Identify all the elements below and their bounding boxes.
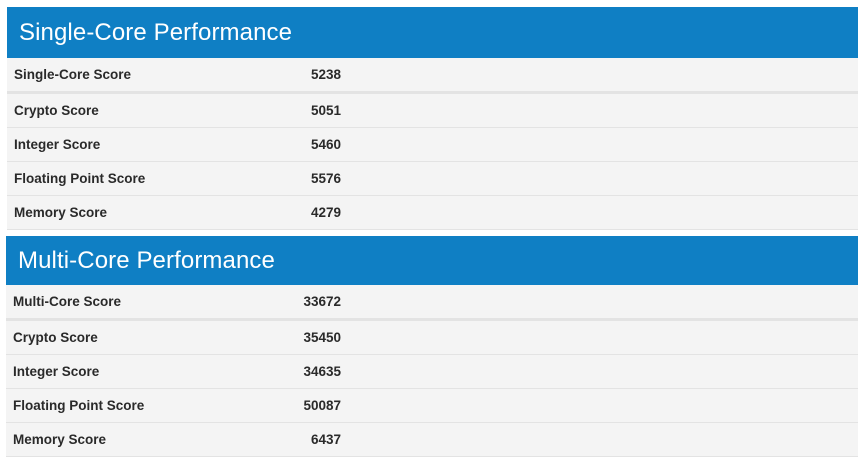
multi-core-header: Multi-Core Performance <box>6 236 858 285</box>
single-core-section: Single-Core Performance Single-Core Scor… <box>7 7 858 230</box>
multi-core-table: Multi-Core Score 33672 Crypto Score 3545… <box>6 285 858 457</box>
row-label: Integer Score <box>13 364 100 379</box>
row-label: Multi-Core Score <box>13 294 122 309</box>
table-row: Crypto Score 35450 <box>6 321 858 355</box>
multi-core-section: Multi-Core Performance Multi-Core Score … <box>6 236 858 457</box>
row-value: 6437 <box>310 432 341 447</box>
row-label: Floating Point Score <box>14 171 146 186</box>
row-label: Crypto Score <box>14 103 99 118</box>
table-row: Integer Score 34635 <box>6 355 858 389</box>
row-value: 5051 <box>310 103 341 118</box>
row-label: Crypto Score <box>13 330 98 345</box>
row-value: 33672 <box>303 294 341 309</box>
row-value: 4279 <box>310 205 341 220</box>
single-core-table: Single-Core Score 5238 Crypto Score 5051… <box>7 58 858 230</box>
table-row: Single-Core Score 5238 <box>7 58 858 94</box>
row-value: 5576 <box>310 171 341 186</box>
row-value: 5460 <box>310 137 341 152</box>
row-value: 50087 <box>303 398 341 413</box>
row-value: 35450 <box>303 330 341 345</box>
single-core-header: Single-Core Performance <box>7 7 858 58</box>
row-label: Memory Score <box>13 432 107 447</box>
table-row: Multi-Core Score 33672 <box>6 285 858 321</box>
row-label: Integer Score <box>14 137 101 152</box>
row-value: 5238 <box>310 67 341 82</box>
table-row: Crypto Score 5051 <box>7 94 858 128</box>
row-label: Memory Score <box>14 205 108 220</box>
row-label: Floating Point Score <box>13 398 145 413</box>
table-row: Floating Point Score 5576 <box>7 162 858 196</box>
row-value: 34635 <box>303 364 341 379</box>
table-row: Integer Score 5460 <box>7 128 858 162</box>
row-label: Single-Core Score <box>14 67 132 82</box>
table-row: Memory Score 4279 <box>7 196 858 230</box>
table-row: Memory Score 6437 <box>6 423 858 457</box>
table-row: Floating Point Score 50087 <box>6 389 858 423</box>
